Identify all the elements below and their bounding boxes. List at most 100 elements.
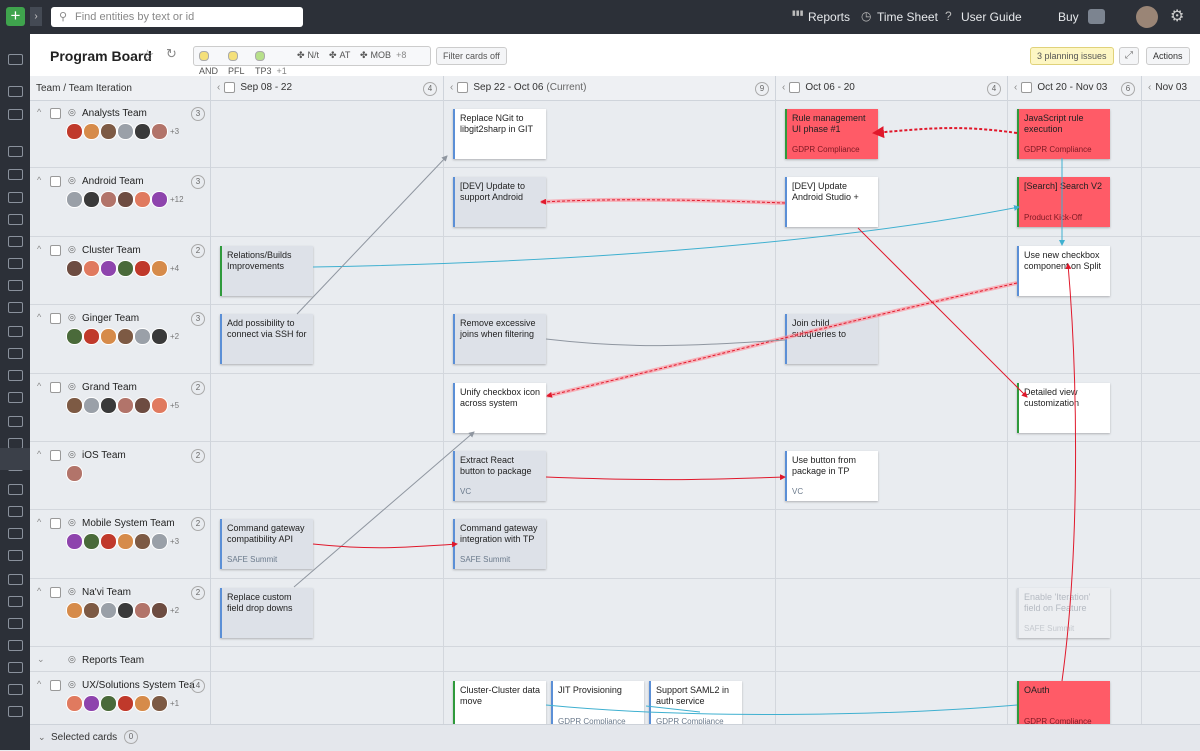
buy-link[interactable]: Buy xyxy=(1058,10,1079,24)
team-name[interactable]: Reports Team xyxy=(82,655,145,667)
sidebar-icon[interactable] xyxy=(8,348,23,359)
sidebar-icon[interactable] xyxy=(8,109,23,120)
top-link-icon[interactable]: ◷ xyxy=(861,9,872,23)
sidebar-icon[interactable] xyxy=(8,258,23,269)
row-toggle[interactable]: ^ xyxy=(37,243,42,254)
card[interactable]: Replace NGit to libgit2sharp in GIT xyxy=(453,109,546,159)
team-name[interactable]: Analysts Team xyxy=(82,108,147,119)
sidebar-icon[interactable] xyxy=(8,416,23,427)
card[interactable]: Use new checkbox component on Split xyxy=(1017,245,1110,296)
column-header[interactable]: ‹ Sep 08 - 22 4 xyxy=(210,76,443,100)
sidebar-icon[interactable] xyxy=(8,169,23,180)
team-name[interactable]: Na'vi Team xyxy=(82,586,131,598)
card[interactable]: [Search] Search V2 Product Kick-Off xyxy=(1017,177,1110,228)
checkbox[interactable] xyxy=(224,81,236,93)
row-toggle[interactable]: ^ xyxy=(37,679,42,690)
team-name[interactable]: iOS Team xyxy=(82,450,126,461)
checkbox[interactable] xyxy=(50,586,61,598)
sidebar-icon[interactable] xyxy=(8,392,23,403)
row-toggle[interactable]: ^ xyxy=(37,175,42,186)
card[interactable]: Command gateway compatibility API SAFE Su… xyxy=(220,519,313,570)
team-name[interactable]: Cluster Team xyxy=(82,244,141,256)
planning-issues[interactable]: 3 planning issues xyxy=(1030,47,1114,65)
card[interactable]: Extract React button to package VC xyxy=(453,451,546,501)
sidebar-icon[interactable] xyxy=(8,550,23,561)
checkbox[interactable] xyxy=(457,81,469,93)
filter-chip[interactable]: ✤ AT xyxy=(329,47,350,63)
card[interactable]: [DEV] Update Android Studio + xyxy=(785,177,878,228)
team-name[interactable]: Mobile System Team xyxy=(82,518,175,530)
filter-chip[interactable]: ✤ N/t xyxy=(297,47,319,63)
sidebar-icon[interactable] xyxy=(8,326,23,337)
card[interactable]: Add possibility to connect via SSH for xyxy=(220,314,313,365)
filter-chip[interactable]: AND xyxy=(199,47,218,76)
sidebar-icon[interactable] xyxy=(8,506,23,517)
buy-icon[interactable] xyxy=(1088,9,1105,24)
add-button[interactable]: + xyxy=(6,7,25,26)
sidebar-icon[interactable] xyxy=(8,528,23,539)
team-name[interactable]: Grand Team xyxy=(82,381,137,393)
top-link-icon[interactable]: ? xyxy=(945,9,952,23)
sidebar-icon[interactable] xyxy=(8,706,23,717)
sidebar-icon[interactable] xyxy=(8,146,23,157)
column-header[interactable]: ‹ Oct 20 - Nov 03 6 xyxy=(1007,76,1141,100)
fullscreen-button[interactable]: ⤢ xyxy=(1119,47,1139,65)
filter-button[interactable]: Filter cards off xyxy=(436,47,507,65)
row-toggle[interactable]: ^ xyxy=(37,312,42,323)
card[interactable]: JIT Provisioning GDPR Compliance xyxy=(551,681,644,724)
sidebar-icon[interactable] xyxy=(8,574,23,585)
sidebar-icon[interactable] xyxy=(8,662,23,673)
card[interactable]: Replace custom field drop downs xyxy=(220,587,313,638)
top-link[interactable]: Reports xyxy=(808,10,851,24)
top-link[interactable]: User Guide xyxy=(961,10,1022,24)
card[interactable]: JavaScript rule execution GDPR Compliance xyxy=(1017,109,1110,159)
top-link[interactable]: Time Sheet xyxy=(877,10,938,24)
refresh-icon[interactable]: ↻ xyxy=(166,46,177,61)
search-box[interactable]: ⚲ Find entities by text or id xyxy=(51,7,303,27)
team-name[interactable]: Android Team xyxy=(82,176,144,188)
row-toggle[interactable]: ^ xyxy=(37,380,42,391)
sidebar-icon[interactable] xyxy=(8,86,23,97)
checkbox[interactable] xyxy=(50,381,61,393)
team-name[interactable]: UX/Solutions System Tea xyxy=(82,680,195,692)
row-toggle[interactable]: ^ xyxy=(37,585,42,596)
top-link-icon[interactable]: ▮▮▮ xyxy=(792,10,804,17)
card[interactable]: Detailed view customization xyxy=(1017,382,1110,433)
filter-chip[interactable]: TP3 +1 xyxy=(255,47,287,76)
filter-chip[interactable]: ✤ MOB +8 xyxy=(360,47,406,63)
card[interactable]: Rule management UI phase #1 GDPR Complian… xyxy=(785,109,878,159)
card[interactable]: Use button from package in TP VC xyxy=(785,451,878,501)
sidebar-icon[interactable] xyxy=(8,618,23,629)
card[interactable]: Cluster-Cluster data move xyxy=(453,681,546,724)
checkbox[interactable] xyxy=(50,680,61,692)
card[interactable]: Support SAML2 in auth service GDPR Compli… xyxy=(649,681,742,724)
expand-button[interactable]: › xyxy=(30,7,42,26)
card[interactable]: Remove excessive joins when filtering xyxy=(453,314,546,365)
card[interactable]: Command gateway integration with TP SAFE … xyxy=(453,519,546,570)
card[interactable]: OAuth GDPR Compliance xyxy=(1017,681,1110,724)
column-header[interactable]: ‹ Oct 06 - 20 4 xyxy=(775,76,1007,100)
row-toggle[interactable]: ⌄ xyxy=(37,654,45,665)
sidebar-icon[interactable] xyxy=(8,280,23,291)
row-toggle[interactable]: ^ xyxy=(37,517,42,528)
checkbox[interactable] xyxy=(1021,81,1033,93)
settings-icon[interactable]: ⚙ xyxy=(1170,8,1185,25)
card[interactable]: Relations/Builds Improvements xyxy=(220,245,313,296)
sidebar-icon[interactable] xyxy=(8,596,23,607)
column-header[interactable]: ‹ Sep 22 - Oct 06 (Current) 9 xyxy=(443,76,775,100)
column-header[interactable]: ‹ Nov 03 xyxy=(1141,76,1200,100)
row-toggle[interactable]: ^ xyxy=(37,449,42,459)
checkbox[interactable] xyxy=(50,108,61,119)
team-name[interactable]: Ginger Team xyxy=(82,313,140,325)
card[interactable]: Unify checkbox icon across system xyxy=(453,382,546,433)
sidebar-icon[interactable] xyxy=(8,370,23,381)
card[interactable]: [DEV] Update to support Android xyxy=(453,177,546,228)
row-toggle[interactable]: ^ xyxy=(37,107,42,117)
checkbox[interactable] xyxy=(50,244,61,256)
checkbox[interactable] xyxy=(50,450,61,461)
checkbox[interactable] xyxy=(50,313,61,325)
sidebar-icon[interactable] xyxy=(8,214,23,225)
actions-button[interactable]: Actions xyxy=(1146,47,1190,65)
checkbox[interactable] xyxy=(50,176,61,188)
filter-chip[interactable]: PFL xyxy=(228,47,245,76)
